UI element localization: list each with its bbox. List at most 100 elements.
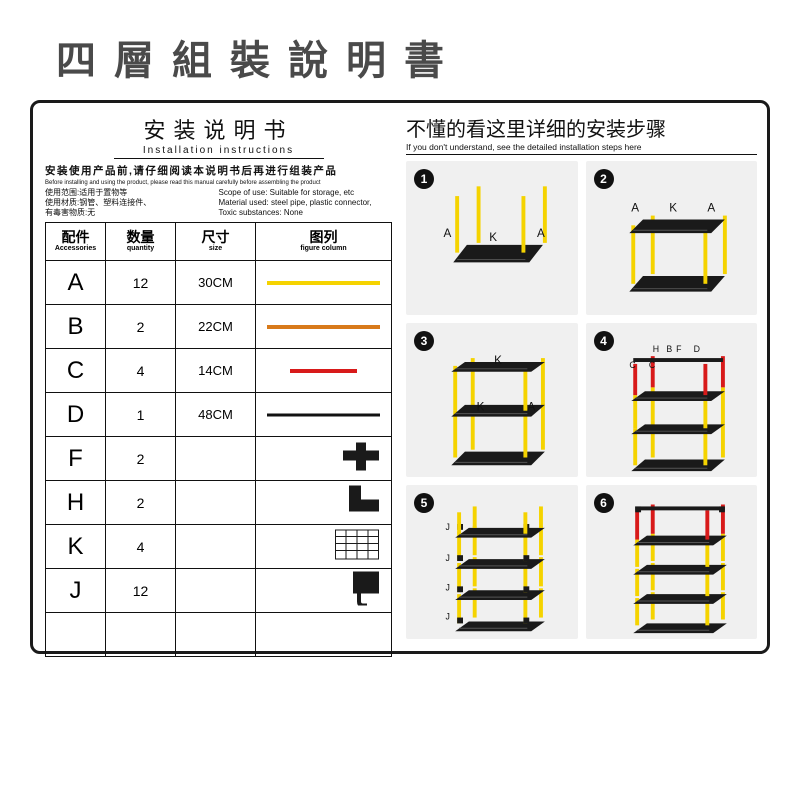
th-size: 尺寸size [176,223,256,261]
part-size: 30CM [176,261,256,305]
svg-text:C: C [629,360,635,370]
svg-text:H: H [652,344,658,354]
step-diagram: AKA [586,161,758,315]
table-header-row: 配件Accessories 数量quantity 尺寸size 图列figure… [46,223,392,261]
part-size: 48CM [176,393,256,437]
th-quantity: 数量quantity [106,223,176,261]
table-row: D148CM [46,393,392,437]
part-qty: 2 [106,305,176,349]
svg-text:J: J [445,612,449,622]
step-1: 1AKA [406,161,578,315]
svg-text:K: K [494,354,502,367]
notes-block: 使用范围:适用于置物等使用材质:钢管、塑料连接件、有毒害物质:无 Scope o… [45,188,392,218]
table-row: H2 [46,481,392,525]
svg-text:A: A [537,227,545,240]
warning-cn: 安装使用产品前,请仔细阅读本说明书后再进行组装产品 [45,163,392,178]
part-letter: B [46,305,106,349]
steps-grid: 1AKA2AKA3KKA4HBFDCC5JJJJ6 [406,161,757,639]
notes-left: 使用范围:适用于置物等使用材质:钢管、塑料连接件、有毒害物质:无 [45,188,219,218]
svg-text:A: A [631,202,639,215]
notes-right: Scope of use: Suitable for storage, etcM… [219,188,393,218]
part-qty: 2 [106,437,176,481]
part-qty: 1 [106,393,176,437]
th-accessories: 配件Accessories [46,223,106,261]
svg-text:F: F [676,344,681,354]
left-title-cn: 安装说明书 [45,113,392,145]
part-figure [256,481,392,525]
part-figure [256,437,392,481]
icon-j [349,571,379,610]
table-row: K4 [46,525,392,569]
step-6: 6 [586,485,758,639]
table-row [46,613,392,657]
part-figure [256,349,392,393]
part-figure [256,525,392,569]
part-letter: J [46,569,106,613]
svg-text:J: J [445,522,449,532]
parts-table: 配件Accessories 数量quantity 尺寸size 图列figure… [45,222,392,657]
step-4: 4HBFDCC [586,323,758,477]
svg-text:J: J [445,582,449,592]
table-row: C414CM [46,349,392,393]
part-size [176,613,256,657]
bar-c [290,369,358,373]
svg-text:A: A [707,202,715,215]
part-figure [256,305,392,349]
table-row: A1230CM [46,261,392,305]
warning-en: Before installing and using the product,… [45,180,392,186]
part-letter: K [46,525,106,569]
part-letter: D [46,393,106,437]
bar-d [267,413,380,416]
part-size: 14CM [176,349,256,393]
part-letter: H [46,481,106,525]
instruction-panel: 安装说明书 Installation instructions 安装使用产品前,… [30,100,770,654]
step-3: 3KKA [406,323,578,477]
part-letter: C [46,349,106,393]
right-column: 不懂的看这里详细的安装步骤 If you don't understand, s… [400,103,767,651]
right-title-cn: 不懂的看这里详细的安装步骤 [406,113,757,142]
part-size: 22CM [176,305,256,349]
svg-text:K: K [489,231,497,244]
step-diagram: KKA [406,323,578,477]
part-size [176,525,256,569]
part-letter [46,613,106,657]
part-size [176,437,256,481]
step-diagram: J J J J [406,485,578,639]
part-size [176,481,256,525]
svg-text:C: C [648,360,654,370]
step-5: 5JJJJ [406,485,578,639]
table-row: B222CM [46,305,392,349]
left-title-en: Installation instructions [114,145,324,159]
step-diagram: HBF D C C [586,323,758,477]
svg-text:K: K [477,401,485,414]
svg-text:B: B [666,344,672,354]
right-title-en: If you don't understand, see the detaile… [406,142,757,155]
icon-h [349,485,379,520]
part-size [176,569,256,613]
left-column: 安装说明书 Installation instructions 安装使用产品前,… [33,103,400,651]
part-figure [256,261,392,305]
svg-text:J: J [445,553,449,563]
part-figure [256,393,392,437]
bar-a [267,281,380,285]
part-qty: 2 [106,481,176,525]
table-row: J12 [46,569,392,613]
part-qty: 4 [106,349,176,393]
part-letter: A [46,261,106,305]
step-2: 2AKA [586,161,758,315]
icon-f [343,442,379,475]
part-figure [256,613,392,657]
step-diagram: AKA [406,161,578,315]
page-title: 四層組裝說明書 [0,0,800,86]
table-row: F2 [46,437,392,481]
svg-text:A: A [444,227,452,240]
step-diagram [586,485,758,639]
part-qty: 12 [106,261,176,305]
part-figure [256,569,392,613]
part-qty [106,613,176,657]
svg-text:D: D [693,344,699,354]
bar-b [267,325,380,329]
part-qty: 12 [106,569,176,613]
svg-text:K: K [669,202,677,215]
part-letter: F [46,437,106,481]
